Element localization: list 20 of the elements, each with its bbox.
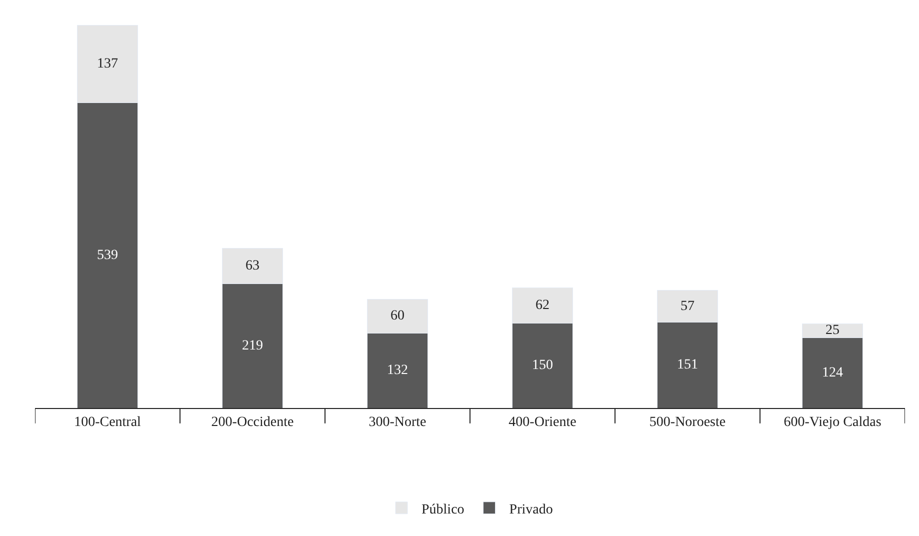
data-label: 62	[536, 298, 550, 313]
data-label: 132	[387, 363, 408, 378]
data-label: 25	[826, 323, 840, 338]
data-label: 137	[97, 56, 118, 72]
data-label: 57	[680, 298, 694, 314]
legend-label: Público	[422, 502, 464, 518]
x-tick-label: 500-Noroeste	[649, 414, 726, 430]
x-tick-label: 300-Norte	[368, 414, 426, 430]
x-tick-label: 200-Occidente	[211, 414, 294, 430]
x-tick-label: 600-Viejo Caldas	[784, 414, 882, 430]
x-tick-label: 400-Oriente	[508, 414, 576, 430]
data-label: 151	[677, 358, 698, 373]
x-tick-label: 100-Central	[74, 414, 142, 430]
legend-label: Privado	[509, 502, 553, 518]
data-label: 60	[390, 308, 404, 324]
data-label: 150	[532, 358, 553, 374]
data-label: 124	[822, 365, 843, 380]
data-label: 63	[246, 258, 260, 274]
data-label: 539	[97, 248, 118, 263]
data-label: 219	[242, 338, 263, 354]
